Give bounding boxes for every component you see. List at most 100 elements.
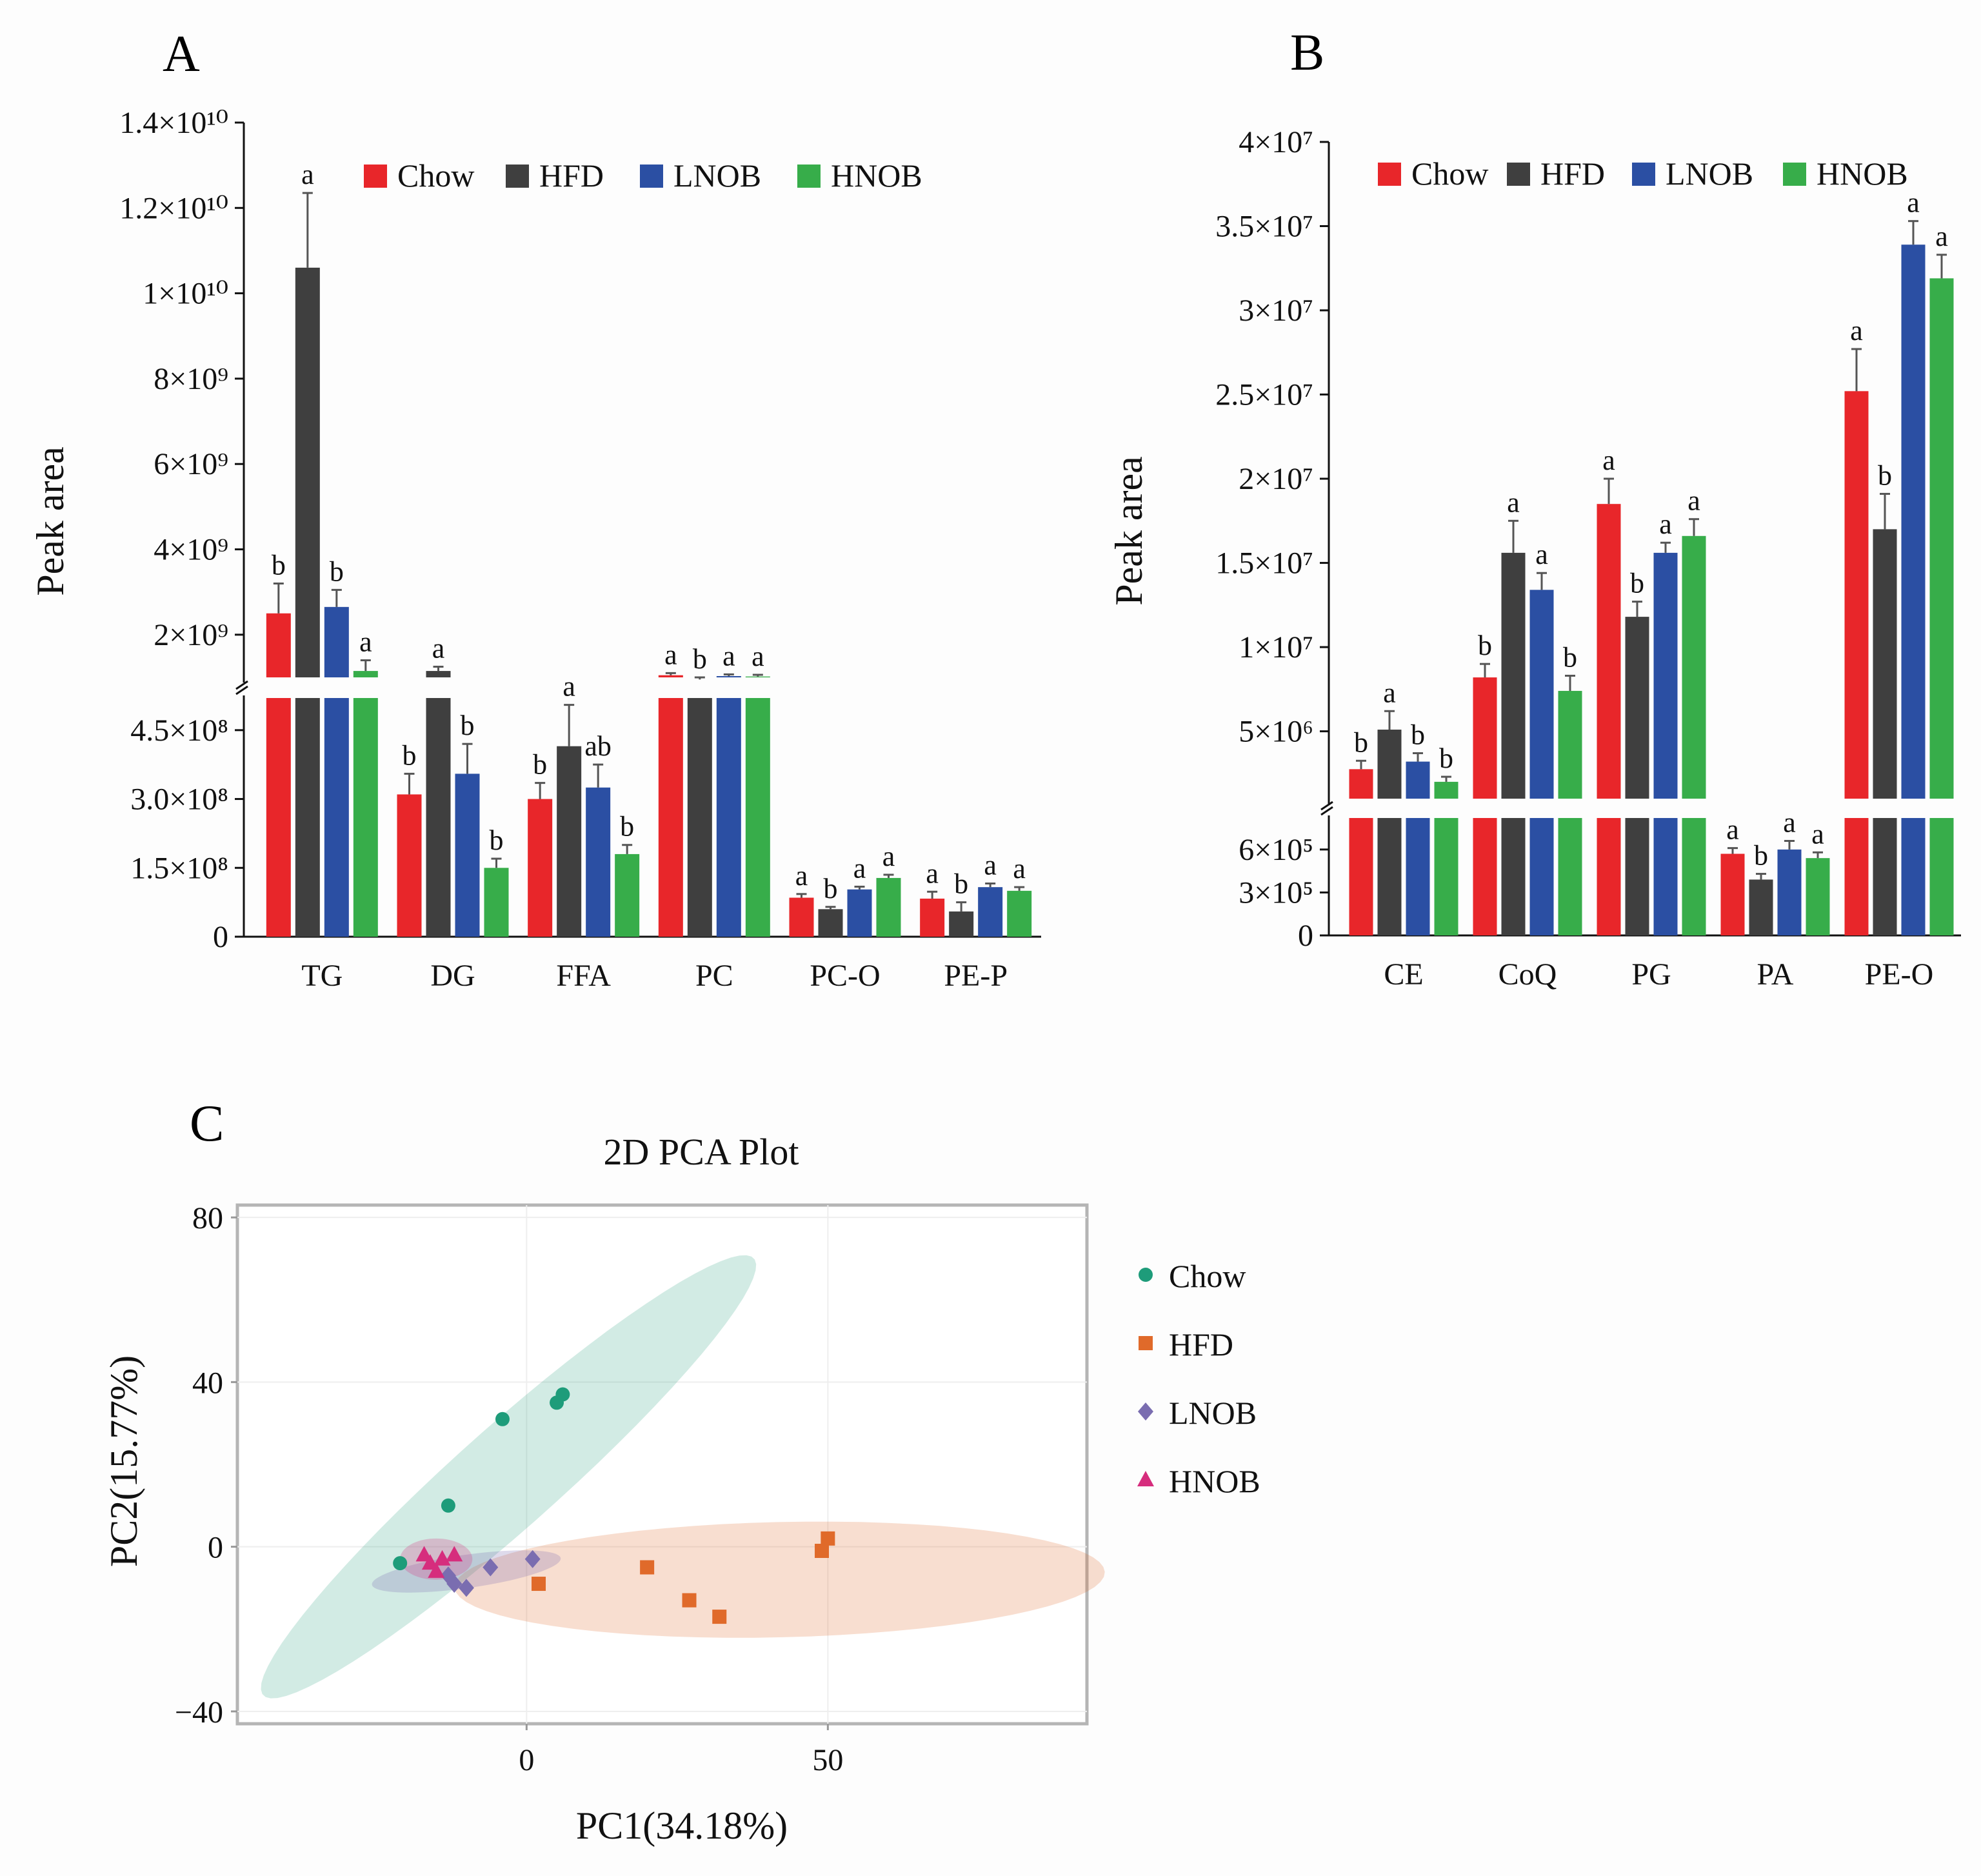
- chart-b-ytick-label: 2.5×10⁷: [1215, 378, 1313, 412]
- chart-a-xtick-label: DG: [430, 959, 475, 993]
- chart-a-xtick-label: PE-P: [944, 959, 1008, 993]
- significance-label: ab: [584, 730, 612, 762]
- chart-b-ytick-label: 6×10⁵: [1239, 833, 1313, 867]
- significance-label: b: [620, 811, 634, 843]
- significance-label: b: [1439, 743, 1453, 774]
- significance-label: b: [1878, 460, 1892, 492]
- bar-hnob: [745, 698, 770, 937]
- bar-hnob: [484, 868, 509, 937]
- bar-lnob: [324, 606, 349, 677]
- point-hfd: [532, 1577, 546, 1592]
- point-hfd: [815, 1544, 830, 1558]
- bar-lnob: [1529, 818, 1554, 935]
- chart-b-ytick-label: 0: [1298, 919, 1313, 953]
- chart-a-axis-break: [235, 685, 248, 695]
- chart-a-ytick-label: 1.2×10¹⁰: [119, 191, 228, 225]
- chart-a-xtick-label: FFA: [556, 959, 611, 993]
- chart-b-axis-break: [1320, 806, 1333, 816]
- significance-label: a: [1907, 187, 1920, 219]
- chart-b-ytick-label: 4×10⁷: [1239, 125, 1313, 159]
- bar-chow: [1844, 818, 1869, 935]
- significance-label: a: [359, 626, 372, 658]
- significance-label: a: [1602, 444, 1615, 476]
- bar-lnob: [1406, 818, 1430, 935]
- legend-label-lnob: LNOB: [673, 157, 761, 194]
- point-hnob: [446, 1546, 463, 1562]
- bar-hnob: [876, 877, 901, 937]
- bar-chow: [658, 698, 683, 937]
- bar-lnob: [1901, 818, 1926, 935]
- significance-label: a: [1935, 221, 1948, 252]
- chart-a-ytick-label: 4×10⁹: [154, 533, 228, 567]
- bar-chow: [658, 675, 683, 677]
- bar-hnob: [1007, 890, 1032, 937]
- chart-a-ytick-label: 4.5×10⁸: [130, 713, 228, 748]
- significance-label: b: [1478, 630, 1492, 661]
- bar-chow: [1844, 391, 1869, 799]
- bar-hnob: [353, 671, 378, 677]
- bar-lnob: [1406, 761, 1430, 799]
- legend-swatch-lnob: [1632, 163, 1655, 186]
- bar-hnob: [1434, 781, 1458, 799]
- significance-label: a: [1507, 486, 1520, 518]
- chart-c-ytick-label: 0: [208, 1531, 223, 1565]
- chart-b-xtick-label: CE: [1384, 957, 1423, 992]
- legend-marker-chow: [1139, 1268, 1153, 1282]
- bar-lnob: [455, 773, 480, 937]
- legend-label-pca-lnob: LNOB: [1169, 1395, 1257, 1431]
- significance-label: b: [272, 549, 286, 581]
- significance-label: a: [1013, 853, 1026, 884]
- legend-label-hnob: HNOB: [1817, 155, 1908, 192]
- ellipse-chow: [261, 1255, 757, 1699]
- bar-hfd: [295, 267, 320, 677]
- significance-label: a: [1726, 814, 1739, 846]
- point-hnob: [421, 1554, 439, 1570]
- significance-label: a: [853, 852, 866, 884]
- significance-label: b: [954, 868, 968, 900]
- chart-c-xtick-label: 0: [519, 1743, 534, 1777]
- bar-chow: [1349, 818, 1373, 935]
- chart-c-ytick-label: −40: [175, 1695, 223, 1730]
- bar-hfd: [426, 671, 451, 677]
- bar-chow: [266, 698, 291, 937]
- legend-swatch-lnob: [640, 165, 663, 188]
- significance-label: a: [752, 641, 764, 672]
- panel-letter-c: C: [190, 1095, 224, 1152]
- chart-a-ytick-label: 6×10⁹: [154, 447, 228, 481]
- chart-a-ytick-label: 1.4×10¹⁰: [119, 106, 228, 140]
- bar-chow: [266, 613, 291, 677]
- point-hnob: [433, 1550, 451, 1566]
- chart-a-xtick-label: PC: [695, 959, 733, 993]
- bar-hfd: [687, 698, 712, 937]
- significance-label: b: [1630, 568, 1644, 599]
- legend-label-hnob: HNOB: [831, 157, 922, 194]
- bar-chow: [789, 897, 814, 937]
- bar-chow: [528, 799, 553, 937]
- legend-label-chow: Chow: [1411, 155, 1488, 192]
- bar-lnob: [1777, 849, 1802, 935]
- bar-hfd: [1501, 552, 1526, 799]
- chart-a-ytick-label: 8×10⁹: [154, 362, 228, 396]
- bar-hfd: [818, 909, 843, 937]
- chart-b-ytick-label: 2×10⁷: [1239, 462, 1313, 496]
- significance-label: a: [1687, 485, 1700, 517]
- chart-b-ytick-label: 3.5×10⁷: [1215, 210, 1313, 244]
- bar-lnob: [847, 889, 872, 937]
- significance-label: b: [403, 739, 417, 771]
- chart-a: Peak area 0 1.5×10⁸ 3.0×10⁸ 4.5×10⁸ 2×10⁹ 4×1…: [29, 106, 1041, 993]
- bar-chow: [1597, 504, 1621, 799]
- significance-label: b: [693, 643, 707, 675]
- chart-b-xtick-label: CoQ: [1498, 957, 1557, 992]
- legend-swatch-hnob: [797, 165, 821, 188]
- legend-label-pca-chow: Chow: [1169, 1258, 1246, 1294]
- significance-label: b: [1411, 719, 1425, 751]
- chart-b-xtick-label: PA: [1757, 957, 1794, 992]
- chart-a-xtick-label: PC-O: [810, 959, 880, 993]
- significance-label: b: [824, 873, 838, 904]
- significance-label: a: [562, 671, 575, 703]
- significance-label: b: [1563, 641, 1577, 673]
- chart-c-xtick-label: 50: [812, 1743, 843, 1777]
- bar-hfd: [949, 911, 974, 937]
- bar-lnob: [978, 887, 1003, 937]
- bar-hfd: [1625, 818, 1649, 935]
